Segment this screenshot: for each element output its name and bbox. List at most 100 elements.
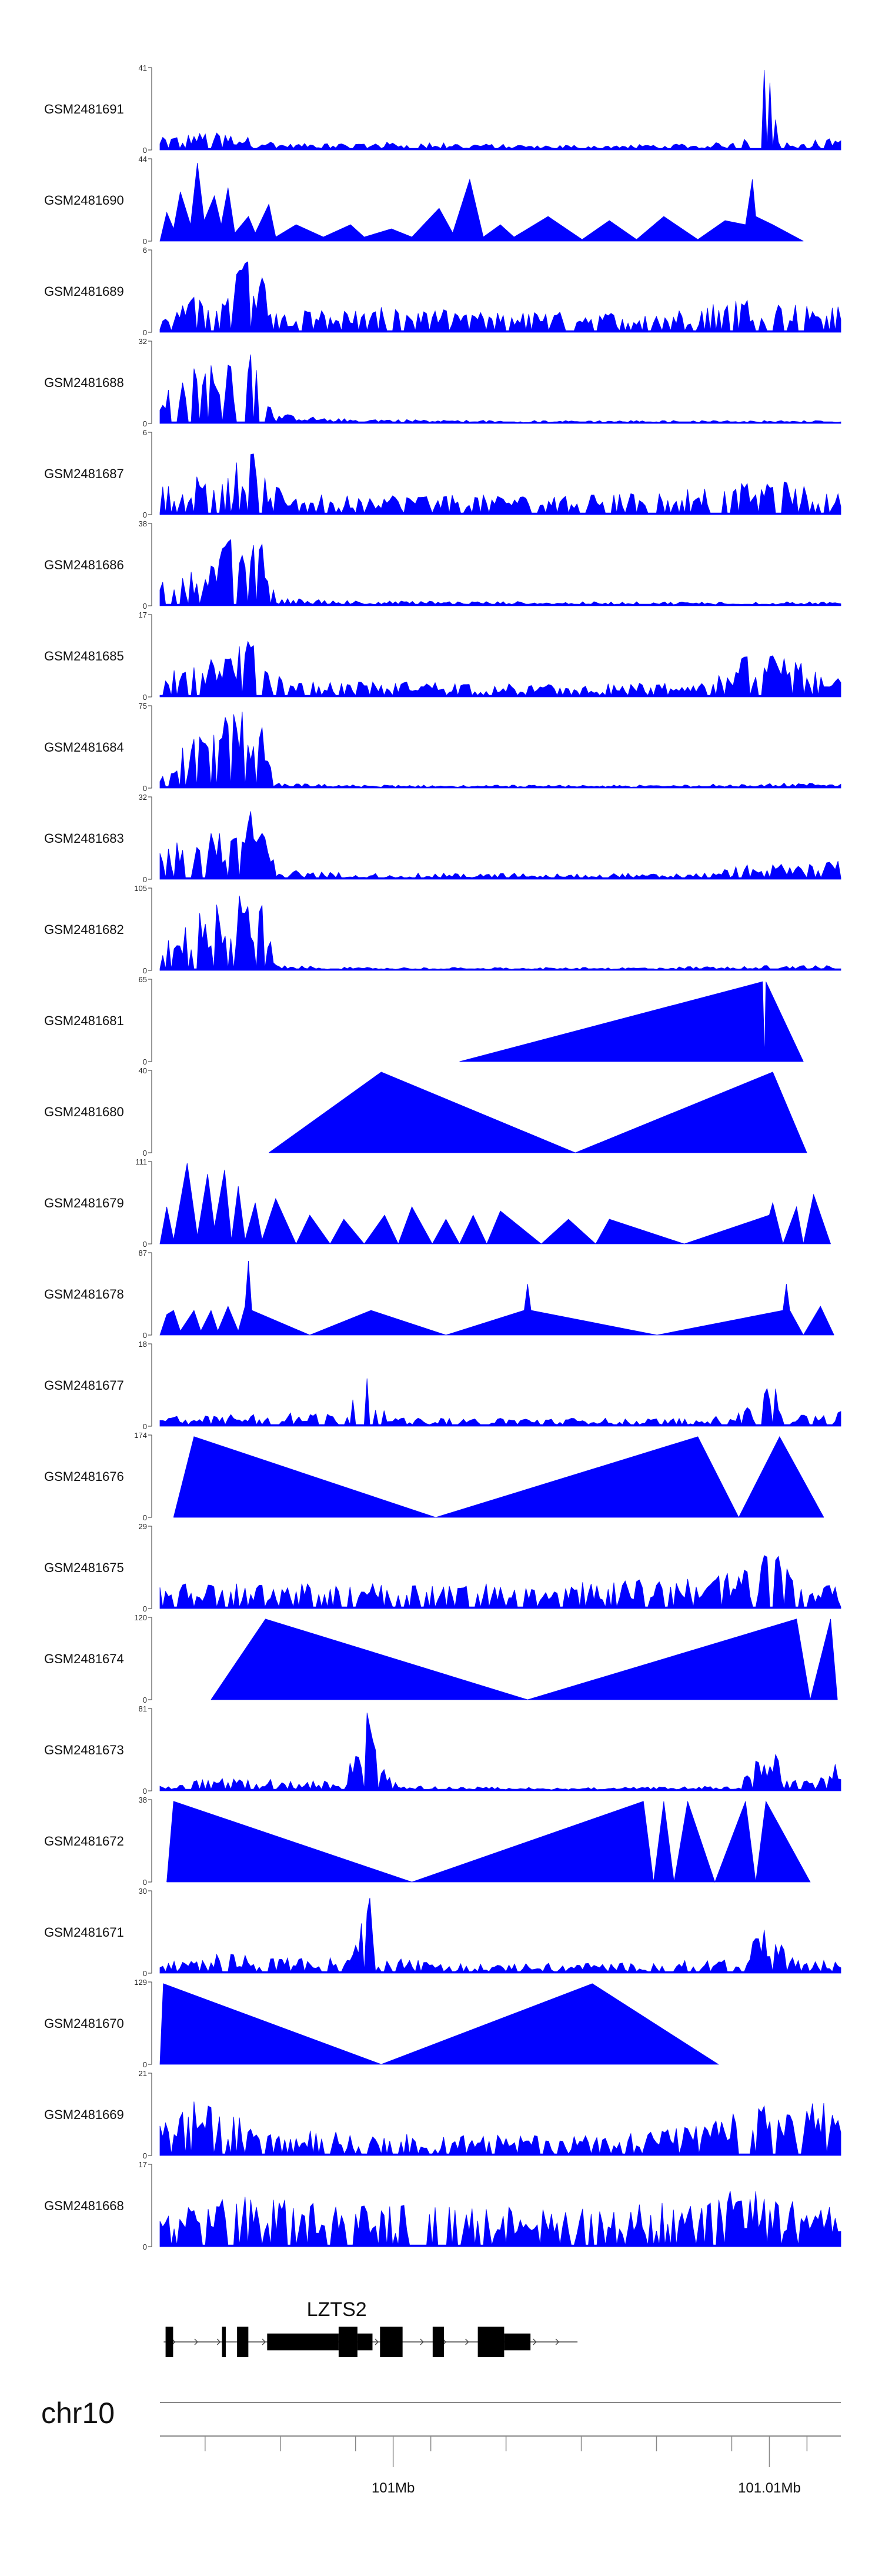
coverage-area [159, 1713, 841, 1791]
track-GSM2481669: GSM2481669 21 0 [44, 2069, 841, 2160]
coverage-area [159, 1897, 841, 1974]
axis-tick-label: 101Mb [372, 2480, 415, 2496]
y-min-label: 0 [143, 1422, 147, 1431]
track-label: GSM2481688 [44, 375, 124, 390]
exon-block [222, 2327, 226, 2357]
coverage-area [159, 640, 841, 698]
coverage-area [159, 354, 841, 424]
track-GSM2481689: GSM2481689 6 0 [44, 246, 841, 337]
track-GSM2481675: GSM2481675 29 0 [44, 1522, 841, 1613]
coverage-area [166, 1800, 811, 1883]
y-max-label: 6 [143, 428, 147, 437]
y-min-label: 0 [143, 2060, 147, 2069]
track-GSM2481686: GSM2481686 38 0 [44, 519, 841, 610]
track-GSM2481680: GSM2481680 40 0 [44, 1066, 807, 1157]
y-min-label: 0 [143, 693, 147, 702]
track-GSM2481685: GSM2481685 17 0 [44, 610, 841, 702]
y-max-label: 18 [139, 1340, 147, 1349]
y-min-label: 0 [143, 1240, 147, 1249]
y-max-label: 6 [143, 246, 147, 255]
track-GSM2481682: GSM2481682 105 0 [44, 884, 841, 975]
y-min-label: 0 [143, 419, 147, 428]
y-max-label: 38 [139, 1796, 147, 1804]
track-GSM2481676: GSM2481676 174 0 [44, 1431, 824, 1522]
track-label: GSM2481689 [44, 284, 124, 299]
strand-arrow [555, 2338, 560, 2345]
track-label: GSM2481685 [44, 649, 124, 663]
y-min-label: 0 [143, 966, 147, 975]
exon-block [237, 2327, 249, 2357]
chromosome-label: chr10 [41, 2397, 115, 2430]
track-GSM2481681: GSM2481681 65 0 [44, 975, 804, 1066]
strand-arrow [420, 2338, 424, 2345]
y-max-label: 65 [139, 975, 147, 984]
y-min-label: 0 [143, 602, 147, 610]
track-label: GSM2481674 [44, 1651, 124, 1666]
y-min-label: 0 [143, 1969, 147, 1978]
y-max-label: 111 [135, 1157, 147, 1166]
track-label: GSM2481679 [44, 1196, 124, 1210]
track-GSM2481671: GSM2481671 30 0 [44, 1887, 841, 1978]
y-min-label: 0 [143, 1604, 147, 1613]
track-label: GSM2481680 [44, 1105, 124, 1119]
coverage-area [159, 1378, 841, 1427]
track-label: GSM2481684 [44, 740, 124, 755]
y-max-label: 38 [139, 519, 147, 528]
y-min-label: 0 [143, 784, 147, 793]
track-GSM2481678: GSM2481678 87 0 [44, 1249, 834, 1340]
exon-block [357, 2333, 373, 2351]
track-label: GSM2481675 [44, 1560, 124, 1575]
coverage-area [211, 1619, 838, 1700]
y-max-label: 81 [139, 1704, 147, 1713]
gene-name-label: LZTS2 [307, 2298, 367, 2321]
track-label: GSM2481670 [44, 2016, 124, 2031]
strand-arrow [262, 2338, 266, 2345]
y-min-label: 0 [143, 328, 147, 337]
track-label: GSM2481673 [44, 1743, 124, 1757]
track-label: GSM2481676 [44, 1469, 124, 1484]
track-GSM2481677: GSM2481677 18 0 [44, 1340, 841, 1431]
exon-block [504, 2333, 531, 2351]
strand-arrow [216, 2338, 221, 2345]
y-max-label: 75 [139, 702, 147, 710]
y-max-label: 30 [139, 1887, 147, 1896]
axis-tick-label: 101.01Mb [738, 2480, 801, 2496]
y-max-label: 29 [139, 1522, 147, 1531]
y-max-label: 105 [134, 884, 147, 893]
y-min-label: 0 [143, 1057, 147, 1066]
exon-block [432, 2327, 445, 2357]
coverage-area [159, 261, 841, 333]
exon-block [380, 2327, 403, 2357]
coverage-area [159, 69, 841, 151]
coverage-area [459, 981, 804, 1062]
coverage-tracks: GSM2481691410GSM2481690440GSM248168960GS… [44, 64, 841, 2251]
track-label: GSM2481691 [44, 102, 124, 116]
y-max-label: 41 [139, 64, 147, 72]
track-label: GSM2481686 [44, 558, 124, 572]
exon-block [477, 2327, 505, 2357]
track-label: GSM2481681 [44, 1013, 124, 1028]
coverage-area [159, 2101, 841, 2156]
exon-block [267, 2333, 339, 2351]
y-max-label: 32 [139, 337, 147, 346]
y-min-label: 0 [143, 1787, 147, 1796]
strand-arrow [465, 2338, 469, 2345]
y-min-label: 0 [143, 2243, 147, 2251]
y-min-label: 0 [143, 237, 147, 246]
track-label: GSM2481678 [44, 1287, 124, 1302]
track-GSM2481670: GSM2481670 129 0 [44, 1978, 719, 2069]
y-max-label: 21 [139, 2069, 147, 2078]
coverage-area [159, 453, 841, 515]
track-label: GSM2481682 [44, 922, 124, 937]
track-GSM2481690: GSM2481690 44 0 [44, 155, 804, 246]
track-label: GSM2481683 [44, 831, 124, 846]
track-label: GSM2481669 [44, 2107, 124, 2122]
y-max-label: 120 [134, 1613, 147, 1622]
gene-model-track: LZTS2 [163, 2298, 578, 2357]
strand-arrow [375, 2338, 379, 2345]
coverage-area [159, 2191, 841, 2247]
coverage-area [159, 811, 841, 880]
y-max-label: 32 [139, 793, 147, 802]
strand-arrow [533, 2338, 537, 2345]
